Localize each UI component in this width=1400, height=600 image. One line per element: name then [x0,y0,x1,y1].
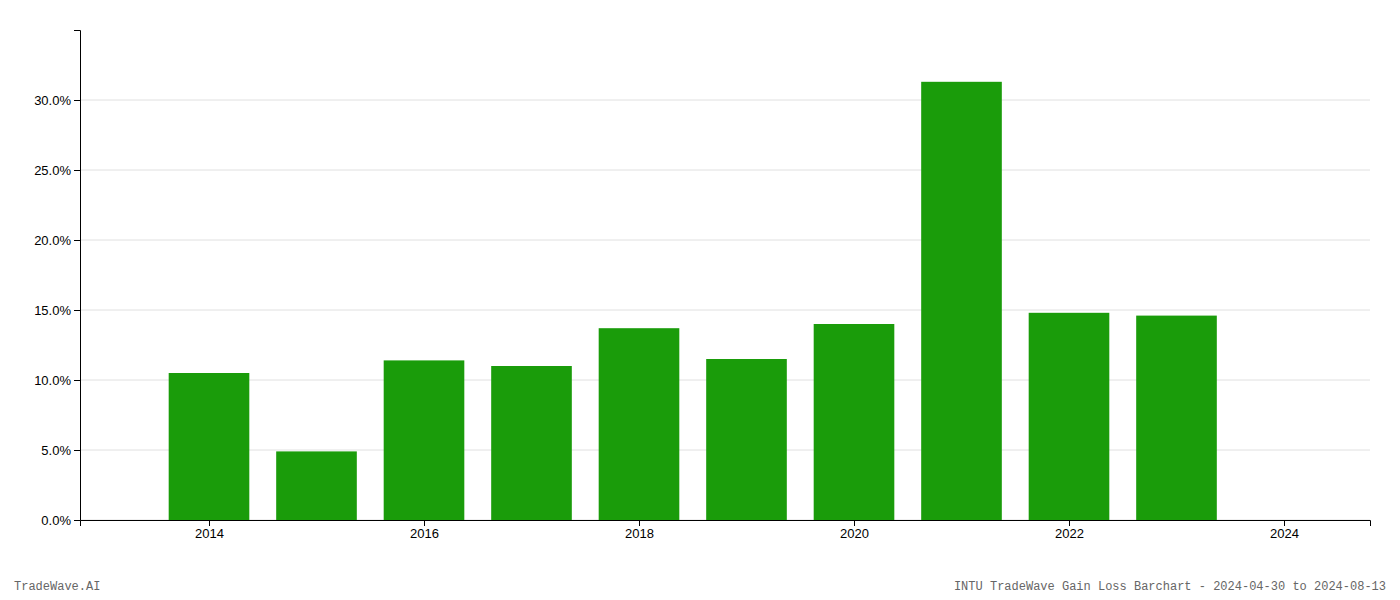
tick-mark [74,170,80,171]
footer-left: TradeWave.AI [14,580,100,594]
tick: 2024 [1270,520,1299,541]
tick-mark [639,520,640,526]
tick-mark [74,310,80,311]
tick: 0.0% [41,513,80,528]
tick-label: 2024 [1270,526,1299,541]
tick: 10.0% [34,373,80,388]
chart: 2014 2016 2018 2020 2022 2024 0.0% 5.0% 10.0% 15.… [0,0,1400,600]
bars [169,82,1217,520]
bar [276,451,357,520]
tick-mark [74,450,80,451]
x-axis: 2014 2016 2018 2020 2022 2024 [81,520,1371,541]
tick: 30.0% [34,93,80,108]
tick-mark [74,100,80,101]
tick-mark [74,520,80,521]
footer-right: INTU TradeWave Gain Loss Barchart - 2024… [954,580,1386,594]
tick-mark [1284,520,1285,526]
tick: 15.0% [34,303,80,318]
bar [599,328,680,520]
tick-label: 2018 [625,526,654,541]
bar [169,373,250,520]
tick-label: 5.0% [41,443,71,458]
bar [814,324,895,520]
tick: 2014 [195,520,224,541]
bar [921,82,1002,520]
tick: 20.0% [34,233,80,248]
tick-label: 15.0% [34,303,71,318]
tick-mark [74,240,80,241]
grid [80,100,1370,520]
tick-label: 2020 [840,526,869,541]
tick: 2022 [1055,520,1084,541]
tick: 2016 [410,520,439,541]
tick: 25.0% [34,163,80,178]
tick: 2020 [840,520,869,541]
bar [1029,313,1110,520]
grid-line [80,100,1370,101]
bar [491,366,572,520]
tick-label: 10.0% [34,373,71,388]
tick-label: 2022 [1055,526,1084,541]
tick-label: 25.0% [34,163,71,178]
plot-area: 2014 2016 2018 2020 2022 2024 0.0% 5.0% 10.0% 15.… [34,31,1370,542]
bar [1136,316,1217,520]
tick-label: 2014 [195,526,224,541]
tick-label: 20.0% [34,233,71,248]
axis-line [74,31,81,521]
grid-line [80,240,1370,241]
tick-mark [209,520,210,526]
bar [384,360,465,520]
axis-line [81,521,1371,527]
tick-mark [74,380,80,381]
tick-label: 0.0% [41,513,71,528]
tick: 2018 [625,520,654,541]
tick-label: 2016 [410,526,439,541]
y-axis: 0.0% 5.0% 10.0% 15.0% 20.0% 25.0% 30.0% [34,31,80,528]
tick-label: 30.0% [34,93,71,108]
grid-line [80,310,1370,311]
bar [706,359,787,520]
tick-mark [424,520,425,526]
grid-line [80,170,1370,171]
tick: 5.0% [41,443,80,458]
tick-mark [854,520,855,526]
tick-mark [1069,520,1070,526]
